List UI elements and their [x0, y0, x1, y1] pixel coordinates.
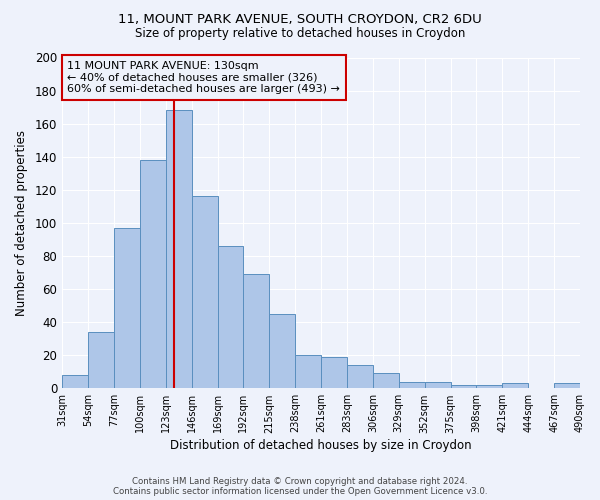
- X-axis label: Distribution of detached houses by size in Croydon: Distribution of detached houses by size …: [170, 440, 472, 452]
- Bar: [140, 160, 166, 388]
- Bar: [269, 314, 295, 388]
- Bar: [295, 355, 321, 388]
- Text: Contains HM Land Registry data © Crown copyright and database right 2024.: Contains HM Land Registry data © Crown c…: [132, 477, 468, 486]
- Y-axis label: Number of detached properties: Number of detached properties: [15, 130, 28, 316]
- Bar: [166, 110, 191, 388]
- Bar: [321, 357, 347, 388]
- Bar: [114, 228, 140, 388]
- Text: 11 MOUNT PARK AVENUE: 130sqm
← 40% of detached houses are smaller (326)
60% of s: 11 MOUNT PARK AVENUE: 130sqm ← 40% of de…: [67, 61, 340, 94]
- Bar: [244, 274, 269, 388]
- Bar: [476, 385, 502, 388]
- Text: Size of property relative to detached houses in Croydon: Size of property relative to detached ho…: [135, 28, 465, 40]
- Bar: [62, 375, 88, 388]
- Bar: [373, 374, 399, 388]
- Bar: [191, 196, 218, 388]
- Bar: [399, 382, 425, 388]
- Bar: [88, 332, 114, 388]
- Bar: [425, 382, 451, 388]
- Bar: [451, 385, 476, 388]
- Bar: [502, 384, 528, 388]
- Text: Contains public sector information licensed under the Open Government Licence v3: Contains public sector information licen…: [113, 487, 487, 496]
- Bar: [554, 384, 580, 388]
- Bar: [347, 365, 373, 388]
- Bar: [218, 246, 244, 388]
- Text: 11, MOUNT PARK AVENUE, SOUTH CROYDON, CR2 6DU: 11, MOUNT PARK AVENUE, SOUTH CROYDON, CR…: [118, 12, 482, 26]
